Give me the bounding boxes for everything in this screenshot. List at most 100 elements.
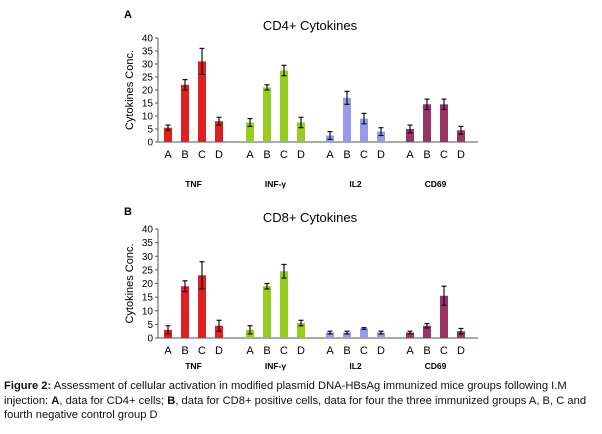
panel-b-bar-il2-c — [360, 328, 368, 338]
panel-a-bar-tnf-a — [164, 127, 172, 142]
panel-a-category-label: B — [181, 149, 188, 161]
panel-b-bar-inf-b — [263, 286, 271, 338]
panel-b-y-tick-label: 10 — [142, 306, 154, 317]
panel-a-category-label: C — [440, 149, 448, 161]
panel-a-bar-inf-b — [263, 87, 271, 142]
panel-a-category-label: A — [326, 149, 334, 161]
panel-a-y-tick-label: 20 — [142, 86, 154, 97]
panel-a-bar-cd69-a — [406, 129, 414, 142]
panel-b-category-label: D — [215, 345, 223, 357]
figure-caption: Figure 2: Assessment of cellular activat… — [4, 379, 598, 423]
panel-b-y-tick-label: 0 — [147, 334, 153, 345]
panel-b-category-label: A — [246, 345, 254, 357]
panel-b-group-label: TNF — [185, 361, 202, 371]
caption-panel-a: A — [51, 394, 60, 407]
panel-b-y-tick-label: 20 — [142, 279, 154, 290]
panel-a-label: A — [124, 9, 132, 21]
caption-text-1: Assessment of cellular activation in mod… — [4, 380, 567, 407]
panel-b-category-label: C — [280, 345, 288, 357]
panel-a-bar-tnf-b — [181, 84, 189, 142]
panel-a-bar-cd69-b — [423, 104, 431, 142]
panel-a-category-label: A — [406, 149, 414, 161]
panel-b-ylabel: Cytokines Conc. — [124, 243, 136, 323]
panel-b-y-tick-label: 25 — [142, 265, 154, 276]
panel-a-y-tick-label: 0 — [147, 138, 153, 149]
panel-b-category-label: C — [360, 345, 368, 357]
caption-panel-b: B — [167, 394, 176, 407]
panel-b-bar-cd69-d — [457, 331, 465, 338]
panel-a-category-label: A — [246, 149, 254, 161]
panel-a-bar-il2-b — [343, 97, 351, 142]
panel-a-category-label: C — [198, 149, 206, 161]
panel-b-title: CD8+ Cytokines — [263, 210, 358, 225]
panel-a-y-tick-label: 5 — [147, 125, 153, 136]
panel-b-category-label: B — [343, 345, 350, 357]
panel-b-group-label: INF-γ — [265, 361, 287, 371]
panel-b-group-label: CD69 — [425, 361, 447, 371]
panel-a-group-label: TNF — [185, 179, 202, 189]
panel-a-category-label: B — [263, 149, 270, 161]
panel-a-y-tick-label: 40 — [142, 34, 154, 45]
panel-b-bar-il2-d — [377, 332, 385, 338]
panel-a-group-label: CD69 — [425, 179, 447, 189]
panel-b-bar-cd69-c — [440, 295, 448, 338]
panel-b-bar-il2-a — [326, 332, 334, 338]
panel-a-category-label: B — [343, 149, 350, 161]
panel-b-category-label: C — [440, 345, 448, 357]
panel-a-y-tick-label: 15 — [142, 99, 154, 110]
panel-b-category-label: B — [263, 345, 270, 357]
panel-b-category-label: D — [377, 345, 385, 357]
panel-a-y-tick-label: 10 — [142, 112, 154, 123]
panel-a-bar-cd69-c — [440, 104, 448, 142]
panel-a-bar-cd69-d — [457, 130, 465, 142]
panel-b-category-label: A — [406, 345, 414, 357]
panel-a-category-label: C — [280, 149, 288, 161]
panel-a-category-label: D — [215, 149, 223, 161]
panel-a-bar-il2-d — [377, 131, 385, 142]
panel-a-bar-inf-a — [246, 122, 254, 142]
panel-b-category-label: D — [297, 345, 305, 357]
panel-b-category-label: A — [326, 345, 334, 357]
panel-a-title: CD4+ Cytokines — [263, 18, 358, 33]
panel-b-bar-tnf-d — [215, 325, 223, 338]
panel-b-category-label: D — [457, 345, 465, 357]
panel-b-category-label: B — [423, 345, 430, 357]
caption-text-2: , data for CD4+ cells; — [59, 394, 168, 407]
panel-a-bar-tnf-c — [198, 61, 206, 142]
panel-a-category-label: D — [457, 149, 465, 161]
panel-a-y-tick-label: 35 — [142, 47, 154, 58]
panel-a-bar-inf-c — [280, 70, 288, 142]
panel-b-category-label: A — [164, 345, 172, 357]
panel-b-bar-tnf-b — [181, 286, 189, 338]
panel-b-bar-il2-b — [343, 332, 351, 338]
panel-a-bar-tnf-d — [215, 121, 223, 142]
panel-a-category-label: D — [377, 149, 385, 161]
panel-a-bar-il2-c — [360, 118, 368, 142]
panel-b-label: B — [124, 206, 132, 218]
panel-a-y-tick-label: 25 — [142, 73, 154, 84]
panel-a-group-label: INF-γ — [265, 179, 287, 189]
panel-b-bar-inf-c — [280, 271, 288, 338]
panel-b-category-label: B — [181, 345, 188, 357]
panel-b-y-tick-label: 5 — [147, 320, 153, 331]
caption-text-3: , data for CD8+ positive cells, data for… — [4, 394, 587, 422]
panel-b-y-tick-label: 30 — [142, 252, 154, 263]
panel-b-group-label: IL2 — [349, 361, 362, 371]
panel-a-category-label: B — [423, 149, 430, 161]
panel-a-group-label: IL2 — [349, 179, 362, 189]
panel-b-category-label: C — [198, 345, 206, 357]
panel-a-y-tick-label: 30 — [142, 60, 154, 71]
panel-b-bar-cd69-a — [406, 332, 414, 338]
figure-charts: A CD4+ Cytokines Cytokines Conc. 0 5 10 15 20 25… — [124, 9, 478, 371]
caption-figure-label: Figure 2: — [4, 380, 52, 392]
panel-a-category-label: A — [164, 149, 172, 161]
panel-a-category-label: D — [297, 149, 305, 161]
panel-b-bar-cd69-b — [423, 325, 431, 338]
panel-a-bar-inf-d — [297, 122, 305, 142]
panel-b-bar-tnf-c — [198, 275, 206, 338]
panel-a-ylabel: Cytokines Conc. — [124, 50, 136, 130]
panel-b-y-tick-label: 15 — [142, 293, 154, 304]
panel-b-y-tick-label: 35 — [142, 238, 154, 249]
panel-a-category-label: C — [360, 149, 368, 161]
panel-b-y-tick-label: 40 — [142, 225, 154, 236]
